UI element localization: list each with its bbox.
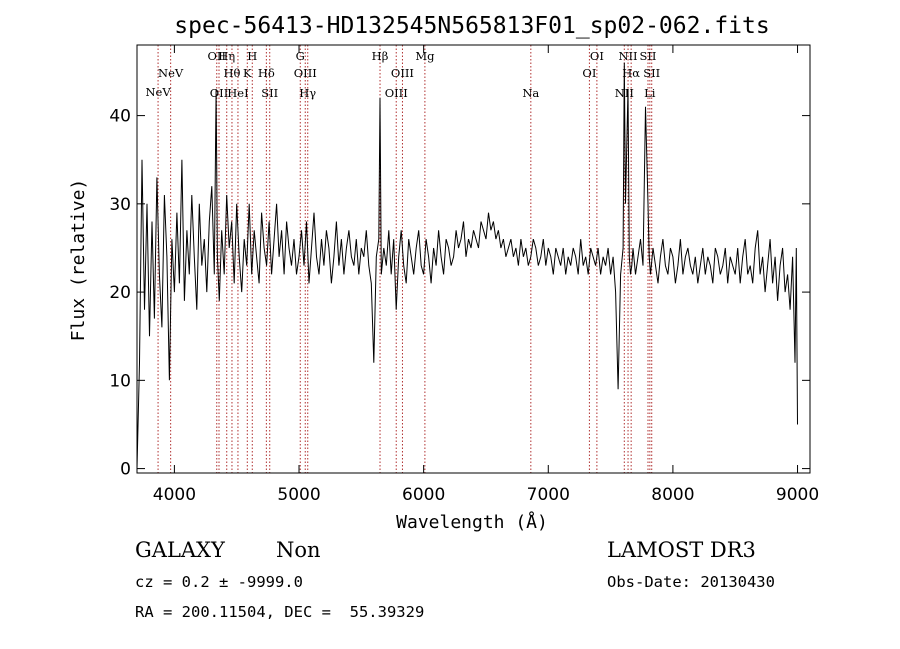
- line-label-22: NII: [618, 49, 637, 63]
- line-label-0: NeV: [145, 85, 171, 99]
- x-tick-label-0: 4000: [153, 485, 196, 505]
- redshift-readout: cz = 0.2 ± -9999.0: [135, 573, 303, 591]
- x-tick-label-3: 7000: [527, 485, 570, 505]
- line-label-15: OIII: [385, 86, 408, 100]
- observation-date: Obs-Date: 20130430: [607, 573, 775, 591]
- y-tick-label-1: 10: [109, 371, 131, 391]
- x-axis-label: Wavelength (Å): [396, 511, 548, 533]
- line-label-26: Li: [644, 86, 656, 100]
- line-label-1: NeV: [158, 66, 184, 80]
- y-axis-label: Flux (relative): [68, 179, 89, 342]
- x-tick-label-2: 6000: [402, 485, 445, 505]
- line-label-16: OIII: [391, 66, 414, 80]
- x-tick-label-5: 9000: [776, 485, 819, 505]
- spectrum-series-line: [136, 62, 798, 469]
- line-label-12: OIII: [294, 66, 317, 80]
- spectral-line-markers: [157, 45, 653, 473]
- line-label-9: Hδ: [258, 66, 275, 80]
- line-label-7: K: [243, 66, 252, 80]
- line-label-2: OII: [208, 49, 227, 63]
- line-label-5: Hθ: [223, 66, 240, 80]
- x-axis-ticks: 4000 5000 6000 7000 8000 9000: [153, 45, 819, 505]
- spectrum-chart: spec-56413-HD132545N565813F01_sp02-062.f…: [68, 13, 819, 533]
- line-label-19: OI: [582, 66, 596, 80]
- x-tick-label-4: 8000: [651, 485, 694, 505]
- survey-name: LAMOST DR3: [607, 538, 756, 562]
- line-label-18: Na: [522, 86, 539, 100]
- line-label-17: Mg: [415, 49, 435, 63]
- line-label-8: H: [247, 49, 257, 63]
- line-label-25: SII: [643, 66, 660, 80]
- coordinates-readout: RA = 200.11504, DEC = 55.39329: [135, 603, 425, 621]
- line-label-11: G: [296, 49, 305, 63]
- plot-frame: [136, 44, 811, 474]
- y-tick-label-2: 20: [109, 283, 131, 303]
- object-subclass: Non: [276, 538, 321, 562]
- line-label-4: Hη: [218, 49, 235, 63]
- line-label-6: HeI: [227, 86, 248, 100]
- object-class: GALAXY: [135, 538, 225, 562]
- line-label-20: OI: [590, 49, 604, 63]
- y-tick-label-0: 0: [120, 460, 131, 480]
- line-label-23: Hα: [622, 66, 640, 80]
- line-label-24: SII: [639, 49, 656, 63]
- y-tick-label-4: 40: [109, 107, 131, 127]
- line-label-10: SII: [261, 86, 278, 100]
- x-tick-label-1: 5000: [277, 485, 320, 505]
- y-axis-ticks: 0 10 20 30 40: [109, 107, 810, 480]
- line-label-13: Hγ: [299, 86, 316, 100]
- chart-title: spec-56413-HD132545N565813F01_sp02-062.f…: [174, 13, 769, 39]
- line-label-14: Hβ: [372, 49, 389, 63]
- y-tick-label-3: 30: [109, 195, 131, 215]
- line-label-3: OII: [210, 86, 229, 100]
- spectral-line-labels: NeVNeVOIIOIIHηHθHeIKHHδSIIGOIIIHγHβOIIIO…: [145, 49, 660, 100]
